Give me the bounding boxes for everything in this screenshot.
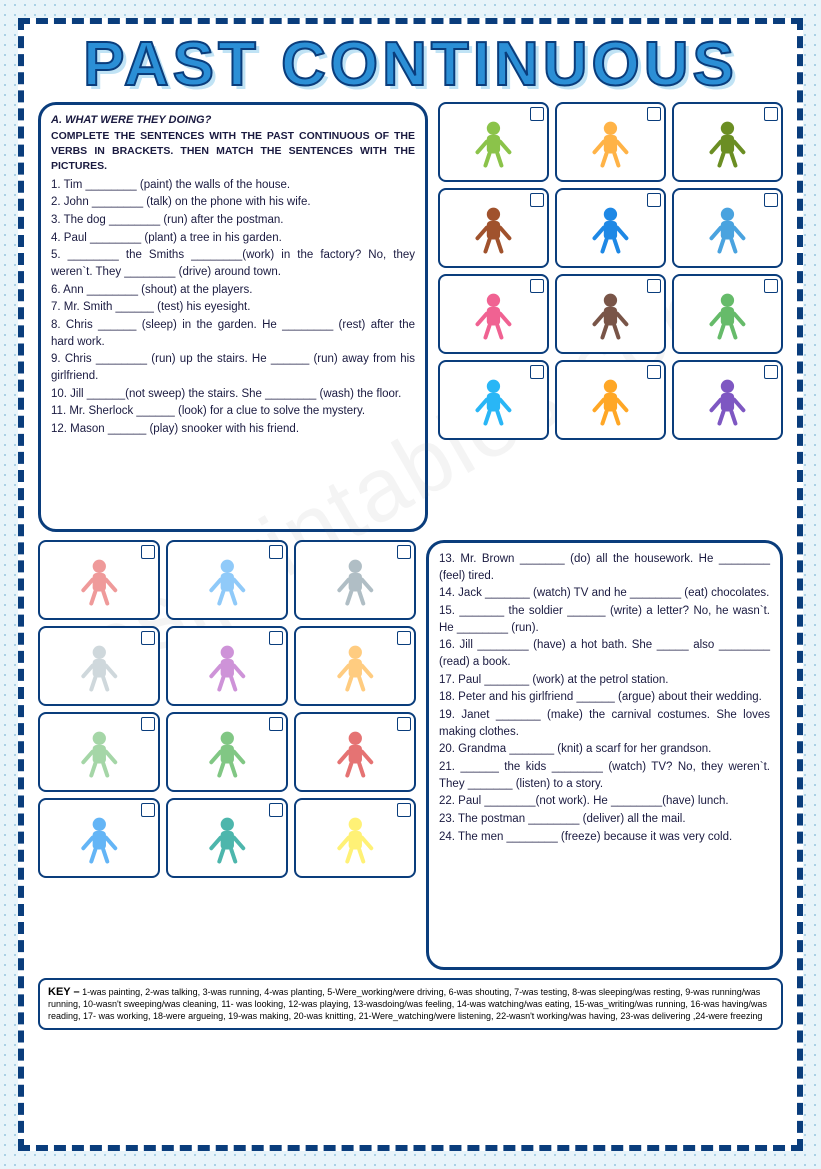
question-item: 8. Chris ______ (sleep) in the garden. H… bbox=[51, 317, 415, 350]
match-checkbox[interactable] bbox=[269, 631, 283, 645]
match-checkbox[interactable] bbox=[764, 107, 778, 121]
picture-dog-postman[interactable] bbox=[166, 540, 288, 620]
question-item: 7. Mr. Smith ______ (test) his eyesight. bbox=[51, 299, 415, 316]
question-item: 10. Jill ______(not sweep) the stairs. S… bbox=[51, 386, 415, 403]
key-label: KEY – bbox=[48, 986, 80, 998]
picture-petrol[interactable] bbox=[555, 188, 666, 268]
answer-key: KEY – 1-was painting, 2-was talking, 3-w… bbox=[38, 978, 783, 1030]
picture-tree[interactable] bbox=[38, 712, 160, 792]
match-checkbox[interactable] bbox=[397, 545, 411, 559]
match-checkbox[interactable] bbox=[530, 193, 544, 207]
question-item: 14. Jack _______ (watch) TV and he _____… bbox=[439, 585, 770, 602]
match-checkbox[interactable] bbox=[764, 193, 778, 207]
panel-exercise-b: 13. Mr. Brown _______ (do) all the house… bbox=[426, 540, 783, 970]
match-checkbox[interactable] bbox=[647, 193, 661, 207]
picture-shout[interactable] bbox=[438, 274, 549, 354]
picture-phone[interactable] bbox=[166, 626, 288, 706]
match-checkbox[interactable] bbox=[141, 545, 155, 559]
picture-soldier-run[interactable] bbox=[672, 102, 783, 182]
picture-drive-car[interactable] bbox=[294, 712, 416, 792]
picture-deliver[interactable] bbox=[38, 798, 160, 878]
match-checkbox[interactable] bbox=[141, 803, 155, 817]
match-checkbox[interactable] bbox=[530, 279, 544, 293]
key-text: 1-was painting, 2-was talking, 3-was run… bbox=[48, 987, 767, 1021]
question-item: 22. Paul ________(not work). He ________… bbox=[439, 793, 770, 810]
picture-watch-tv[interactable] bbox=[166, 798, 288, 878]
worksheet-frame: eslprintables.com PAST CONTINUOUS ✽ A. W… bbox=[18, 18, 803, 1151]
match-checkbox[interactable] bbox=[530, 365, 544, 379]
picture-read-story[interactable] bbox=[672, 360, 783, 440]
question-item: 11. Mr. Sherlock ______ (look) for a clu… bbox=[51, 403, 415, 420]
question-item: 2. John ________ (talk) on the phone wit… bbox=[51, 194, 415, 211]
picture-snooker[interactable] bbox=[166, 712, 288, 792]
page-title: PAST CONTINUOUS bbox=[38, 34, 783, 96]
picture-argue[interactable] bbox=[294, 626, 416, 706]
question-item: 21. ______ the kids ________ (watch) TV?… bbox=[439, 759, 770, 792]
question-item: 23. The postman ________ (deliver) all t… bbox=[439, 811, 770, 828]
question-item: 12. Mason ______ (play) snooker with his… bbox=[51, 421, 415, 438]
question-item: 3. The dog ________ (run) after the post… bbox=[51, 212, 415, 229]
match-checkbox[interactable] bbox=[647, 107, 661, 121]
match-checkbox[interactable] bbox=[647, 365, 661, 379]
picture-look-clue[interactable] bbox=[555, 274, 666, 354]
picture-knit[interactable] bbox=[555, 360, 666, 440]
match-checkbox[interactable] bbox=[764, 279, 778, 293]
match-checkbox[interactable] bbox=[530, 107, 544, 121]
match-checkbox[interactable] bbox=[647, 279, 661, 293]
picture-costume[interactable] bbox=[438, 360, 549, 440]
picture-bath[interactable] bbox=[38, 540, 160, 620]
section-a-instructions: COMPLETE THE SENTENCES WITH THE PAST CON… bbox=[51, 129, 415, 175]
question-item: 15. _______ the soldier ______ (write) a… bbox=[439, 603, 770, 636]
question-item: 5. ________ the Smiths ________(work) in… bbox=[51, 247, 415, 280]
picture-plant-tree[interactable] bbox=[438, 188, 549, 268]
question-item: 9. Chris ________ (run) up the stairs. H… bbox=[51, 351, 415, 384]
question-list-a: 1. Tim ________ (paint) the walls of the… bbox=[51, 177, 415, 438]
picture-eyesight[interactable] bbox=[294, 798, 416, 878]
match-checkbox[interactable] bbox=[141, 717, 155, 731]
match-checkbox[interactable] bbox=[269, 717, 283, 731]
question-item: 4. Paul ________ (plant) a tree in his g… bbox=[51, 230, 415, 247]
picture-hammock[interactable] bbox=[672, 274, 783, 354]
match-checkbox[interactable] bbox=[764, 365, 778, 379]
match-checkbox[interactable] bbox=[141, 631, 155, 645]
section-a-label: A. bbox=[51, 114, 62, 126]
question-item: 6. Ann ________ (shout) at the players. bbox=[51, 282, 415, 299]
panel-exercise-a: A. WHAT WERE THEY DOING? COMPLETE THE SE… bbox=[38, 102, 428, 532]
question-item: 24. The men ________ (freeze) because it… bbox=[439, 829, 770, 846]
match-checkbox[interactable] bbox=[269, 803, 283, 817]
picture-freeze[interactable] bbox=[38, 626, 160, 706]
picture-paint-wall[interactable] bbox=[672, 188, 783, 268]
picture-grid-left bbox=[38, 540, 416, 878]
question-item: 20. Grandma _______ (knit) a scarf for h… bbox=[439, 741, 770, 758]
question-list-b: 13. Mr. Brown _______ (do) all the house… bbox=[439, 551, 770, 845]
question-item: 18. Peter and his girlfriend ______ (arg… bbox=[439, 689, 770, 706]
picture-grid-right bbox=[438, 102, 783, 440]
section-a-heading: WHAT WERE THEY DOING? bbox=[65, 114, 211, 126]
picture-stairs[interactable] bbox=[294, 540, 416, 620]
question-item: 19. Janet _______ (make) the carnival co… bbox=[439, 707, 770, 740]
picture-housework[interactable] bbox=[555, 102, 666, 182]
question-item: 16. Jill ________ (have) a hot bath. She… bbox=[439, 637, 770, 670]
question-item: 1. Tim ________ (paint) the walls of the… bbox=[51, 177, 415, 194]
match-checkbox[interactable] bbox=[397, 803, 411, 817]
question-item: 13. Mr. Brown _______ (do) all the house… bbox=[439, 551, 770, 584]
match-checkbox[interactable] bbox=[269, 545, 283, 559]
match-checkbox[interactable] bbox=[397, 717, 411, 731]
match-checkbox[interactable] bbox=[397, 631, 411, 645]
picture-sweep[interactable] bbox=[438, 102, 549, 182]
question-item: 17. Paul _______ (work) at the petrol st… bbox=[439, 672, 770, 689]
